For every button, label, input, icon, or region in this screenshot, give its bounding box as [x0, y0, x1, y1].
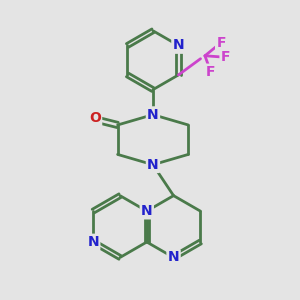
Text: N: N [168, 250, 179, 265]
Text: F: F [216, 35, 226, 50]
Text: N: N [147, 108, 159, 122]
Text: O: O [89, 111, 101, 125]
Text: N: N [172, 38, 184, 52]
Text: F: F [221, 50, 230, 64]
Text: F: F [206, 65, 216, 79]
Text: N: N [87, 235, 99, 249]
Text: N: N [147, 158, 159, 172]
Text: N: N [141, 204, 153, 218]
